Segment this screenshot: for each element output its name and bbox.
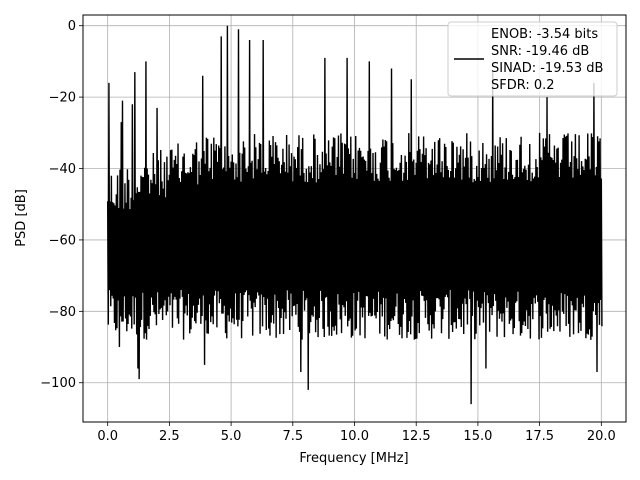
x-tick-label: 15.0 xyxy=(463,429,492,444)
y-tick-label: −80 xyxy=(49,305,76,320)
legend-sfdr: SFDR: 0.2 xyxy=(491,78,555,93)
x-tick-label: 7.5 xyxy=(282,429,303,444)
legend-enob: ENOB: -3.54 bits xyxy=(491,27,598,42)
y-tick-label: −20 xyxy=(49,91,76,106)
x-tick-label: 0.0 xyxy=(97,429,118,444)
x-axis-label: Frequency [MHz] xyxy=(299,451,408,466)
tick-layer: 0.0 2.5 5.0 7.5 10.0 12.5 15.0 17.5 20.0 0 −20 −40 −… xyxy=(40,19,616,444)
y-axis-label: PSD [dB] xyxy=(14,189,29,247)
x-tick-label: 10.0 xyxy=(340,429,369,444)
x-tick-label: 5.0 xyxy=(221,429,242,444)
x-tick-label: 2.5 xyxy=(159,429,180,444)
y-tick-label: −60 xyxy=(49,233,76,248)
x-tick-label: 17.5 xyxy=(525,429,554,444)
legend-sinad: SINAD: -19.53 dB xyxy=(491,61,603,76)
legend-box xyxy=(447,21,618,97)
psd-series-line xyxy=(106,25,603,405)
x-tick-label: 12.5 xyxy=(402,429,431,444)
series-layer xyxy=(106,25,603,405)
x-tick-label: 20.0 xyxy=(587,429,616,444)
y-tick-label: −40 xyxy=(49,162,76,177)
legend-snr: SNR: -19.46 dB xyxy=(491,44,589,59)
y-tick-label: 0 xyxy=(68,19,76,34)
legend: ENOB: -3.54 bits SNR: -19.46 dB SINAD: -… xyxy=(447,21,618,97)
y-tick-label: −100 xyxy=(40,376,76,391)
